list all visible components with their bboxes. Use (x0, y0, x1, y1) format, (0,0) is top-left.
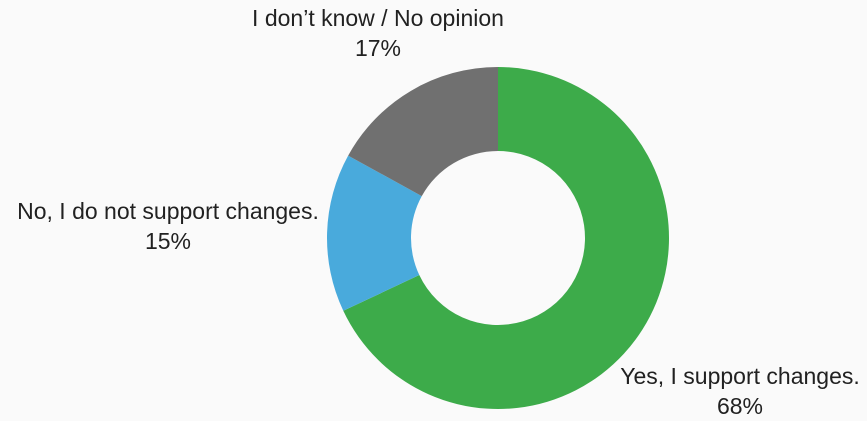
donut-slice-no (326, 155, 422, 311)
donut-slice-dont-know (348, 67, 498, 197)
slice-label-no-value: 15% (144, 228, 192, 254)
slice-label-dont-know: I don’t know / No opinion 17% (252, 3, 504, 63)
slice-label-yes-text: Yes, I support changes. (620, 363, 860, 389)
slice-label-dont-know-value: 17% (354, 35, 402, 61)
slice-label-dont-know-text: I don’t know / No opinion (252, 5, 504, 31)
slice-label-no-text: No, I do not support changes. (17, 198, 319, 224)
slice-label-yes-value: 68% (716, 393, 764, 419)
donut-slice-yes (343, 67, 670, 410)
slice-label-no: No, I do not support changes. 15% (17, 196, 319, 256)
slice-label-yes: Yes, I support changes. 68% (620, 361, 860, 421)
